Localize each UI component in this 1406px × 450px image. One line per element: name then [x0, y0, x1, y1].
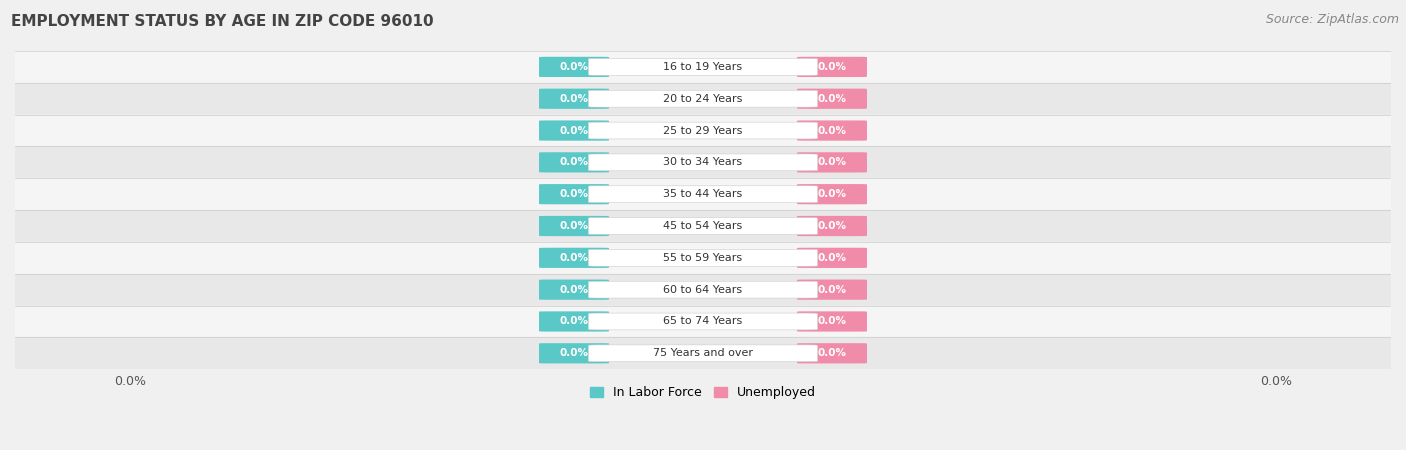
FancyBboxPatch shape: [797, 216, 868, 236]
Text: 16 to 19 Years: 16 to 19 Years: [664, 62, 742, 72]
Text: 0.0%: 0.0%: [560, 62, 589, 72]
Bar: [15, 51, 1391, 83]
Bar: [15, 83, 1391, 115]
FancyBboxPatch shape: [797, 343, 868, 364]
FancyBboxPatch shape: [538, 89, 609, 109]
Text: 0.0%: 0.0%: [560, 253, 589, 263]
Text: 65 to 74 Years: 65 to 74 Years: [664, 316, 742, 326]
FancyBboxPatch shape: [588, 90, 818, 107]
Text: 0.0%: 0.0%: [560, 94, 589, 104]
Text: 0.0%: 0.0%: [817, 189, 846, 199]
FancyBboxPatch shape: [797, 57, 868, 77]
Text: 35 to 44 Years: 35 to 44 Years: [664, 189, 742, 199]
Text: 55 to 59 Years: 55 to 59 Years: [664, 253, 742, 263]
FancyBboxPatch shape: [797, 89, 868, 109]
Text: 0.0%: 0.0%: [560, 316, 589, 326]
FancyBboxPatch shape: [588, 218, 818, 234]
FancyBboxPatch shape: [588, 345, 818, 362]
FancyBboxPatch shape: [797, 121, 868, 141]
FancyBboxPatch shape: [797, 279, 868, 300]
FancyBboxPatch shape: [538, 121, 609, 141]
FancyBboxPatch shape: [588, 186, 818, 202]
FancyBboxPatch shape: [538, 216, 609, 236]
Text: 0.0%: 0.0%: [817, 348, 846, 358]
FancyBboxPatch shape: [538, 279, 609, 300]
Text: 25 to 29 Years: 25 to 29 Years: [664, 126, 742, 135]
Bar: [15, 178, 1391, 210]
FancyBboxPatch shape: [538, 184, 609, 204]
FancyBboxPatch shape: [797, 248, 868, 268]
Text: 60 to 64 Years: 60 to 64 Years: [664, 285, 742, 295]
Text: 0.0%: 0.0%: [817, 158, 846, 167]
Bar: [15, 210, 1391, 242]
Bar: [15, 146, 1391, 178]
FancyBboxPatch shape: [538, 152, 609, 172]
FancyBboxPatch shape: [538, 57, 609, 77]
Text: 0.0%: 0.0%: [817, 62, 846, 72]
FancyBboxPatch shape: [797, 311, 868, 332]
Bar: [15, 242, 1391, 274]
Bar: [15, 274, 1391, 306]
FancyBboxPatch shape: [588, 281, 818, 298]
Text: 0.0%: 0.0%: [560, 126, 589, 135]
Text: 0.0%: 0.0%: [817, 285, 846, 295]
FancyBboxPatch shape: [538, 248, 609, 268]
FancyBboxPatch shape: [797, 184, 868, 204]
Text: 75 Years and over: 75 Years and over: [652, 348, 754, 358]
Text: 0.0%: 0.0%: [817, 221, 846, 231]
Text: 0.0%: 0.0%: [817, 316, 846, 326]
Text: 0.0%: 0.0%: [817, 126, 846, 135]
Text: 45 to 54 Years: 45 to 54 Years: [664, 221, 742, 231]
FancyBboxPatch shape: [538, 311, 609, 332]
Text: 0.0%: 0.0%: [560, 285, 589, 295]
Text: 0.0%: 0.0%: [817, 94, 846, 104]
Text: 30 to 34 Years: 30 to 34 Years: [664, 158, 742, 167]
FancyBboxPatch shape: [588, 313, 818, 330]
Text: 0.0%: 0.0%: [560, 189, 589, 199]
Text: 0.0%: 0.0%: [560, 348, 589, 358]
Text: 0.0%: 0.0%: [817, 253, 846, 263]
FancyBboxPatch shape: [588, 58, 818, 75]
FancyBboxPatch shape: [797, 152, 868, 172]
FancyBboxPatch shape: [538, 343, 609, 364]
Legend: In Labor Force, Unemployed: In Labor Force, Unemployed: [585, 381, 821, 404]
FancyBboxPatch shape: [588, 154, 818, 171]
Bar: [15, 115, 1391, 146]
Text: Source: ZipAtlas.com: Source: ZipAtlas.com: [1265, 14, 1399, 27]
Bar: [15, 338, 1391, 369]
Bar: [15, 306, 1391, 338]
FancyBboxPatch shape: [588, 249, 818, 266]
Text: 0.0%: 0.0%: [560, 158, 589, 167]
Text: 0.0%: 0.0%: [560, 221, 589, 231]
FancyBboxPatch shape: [588, 122, 818, 139]
Text: 20 to 24 Years: 20 to 24 Years: [664, 94, 742, 104]
Text: EMPLOYMENT STATUS BY AGE IN ZIP CODE 96010: EMPLOYMENT STATUS BY AGE IN ZIP CODE 960…: [11, 14, 434, 28]
